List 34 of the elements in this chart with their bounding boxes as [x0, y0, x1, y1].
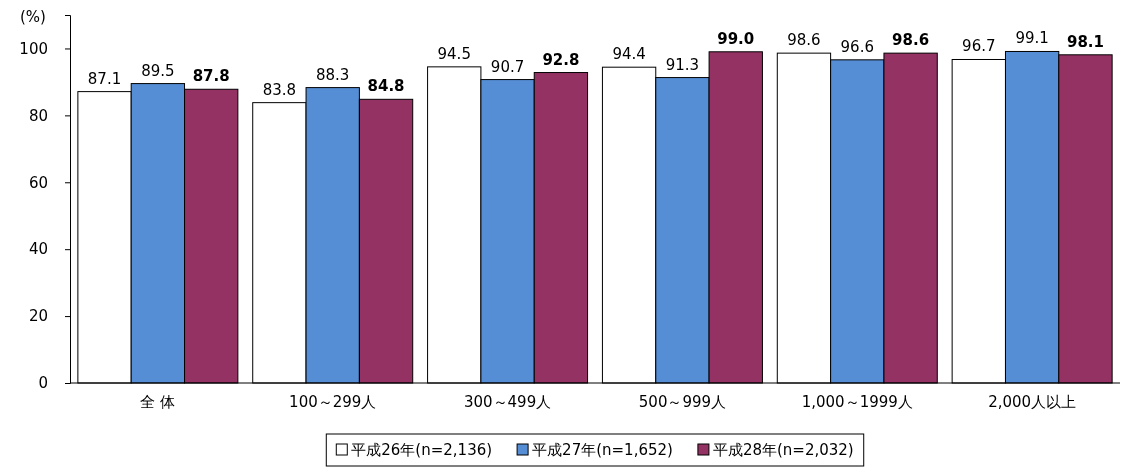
- data-label: 90.7: [490, 57, 525, 76]
- data-label: 92.8: [542, 50, 580, 69]
- x-tick-label: 500～999人: [638, 393, 727, 411]
- data-label: 99.1: [1015, 29, 1049, 48]
- y-tick-label: 0: [38, 374, 48, 393]
- legend-label: 平成27年(n=1,652): [532, 441, 673, 459]
- y-tick-label: 100: [19, 39, 48, 58]
- y-tick-label: 40: [28, 240, 48, 259]
- data-label: 91.3: [665, 55, 700, 74]
- y-tick-label: 20: [28, 307, 48, 326]
- data-label: 98.6: [787, 31, 821, 50]
- legend-label: 平成26年(n=2,136): [351, 441, 493, 459]
- data-label: 94.5: [437, 44, 471, 63]
- x-tick-label: 300～499人: [463, 393, 552, 411]
- data-label: 88.3: [316, 65, 350, 84]
- data-label: 94.4: [612, 45, 646, 64]
- x-tick-label: 1,000～1999人: [801, 393, 913, 411]
- x-tick-label: 2,000人以上: [988, 393, 1077, 411]
- data-label: 99.0: [717, 29, 755, 48]
- data-label: 87.8: [192, 67, 230, 86]
- data-label: 89.5: [141, 61, 175, 80]
- x-tick-label: 100～299人: [289, 393, 377, 411]
- legend-label: 平成28年(n=2,032): [712, 441, 854, 459]
- data-label: 84.8: [367, 77, 405, 96]
- y-tick-label: 80: [28, 106, 48, 125]
- data-label: 83.8: [262, 80, 297, 99]
- y-tick-label: 60: [28, 173, 48, 192]
- x-tick-label: 全 体: [140, 393, 176, 411]
- data-label: 96.7: [962, 37, 996, 56]
- data-label: 98.6: [892, 31, 930, 50]
- y-axis-title: (%): [20, 8, 46, 26]
- data-label: 98.1: [1066, 32, 1104, 51]
- data-label: 87.1: [87, 69, 122, 88]
- data-label: 96.6: [840, 37, 874, 56]
